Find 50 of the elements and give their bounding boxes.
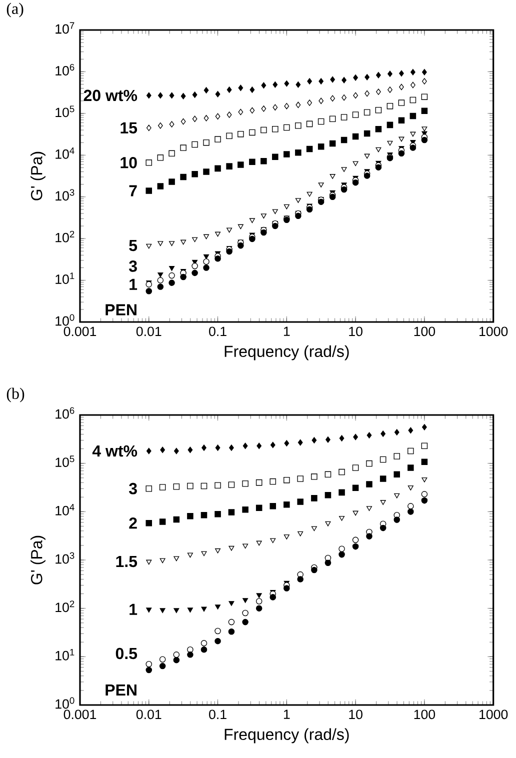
- x-tick-label: 0.1: [209, 710, 226, 720]
- x-tick-label: 100: [414, 710, 436, 720]
- y-tick-label: 10$^{6}$: [56, 407, 74, 419]
- series-label: 2: [129, 518, 137, 529]
- x-axis-title: Frequency (rad/s): [224, 345, 349, 360]
- series-label: 7: [129, 185, 137, 196]
- y-tick-label: 10$^{7}$: [56, 22, 74, 34]
- x-tick-label: 10: [349, 710, 362, 720]
- legend-label: PEN: [106, 304, 136, 316]
- x-tick-label: 0.1: [209, 326, 226, 336]
- y-axis-title: G' (Pa): [30, 536, 46, 584]
- y-tick-label: 10$^{3}$: [56, 552, 74, 564]
- y-tick-label: 10$^{6}$: [56, 64, 74, 76]
- y-tick-label: 10$^{2}$: [56, 230, 74, 242]
- y-tick-label: 10$^{1}$: [56, 272, 74, 284]
- legend-label: 1.5: [116, 556, 138, 568]
- y-tick-label: 10$^{5}$: [56, 456, 74, 468]
- x-axis-title: Frequency (rad/s): [224, 728, 349, 744]
- legend-label: 0.5: [116, 648, 138, 660]
- y-tick-label: 10$^{0}$: [56, 314, 74, 326]
- x-tick-label: 1: [284, 326, 290, 336]
- legend-label: 4 wt%: [92, 445, 138, 457]
- x-tick-label: 100: [414, 326, 436, 336]
- series-label: 5: [129, 240, 138, 252]
- x-tick-label: 1: [284, 710, 290, 719]
- series-label: 3: [128, 482, 137, 494]
- legend-label: 20 wt%: [84, 90, 138, 102]
- y-tick-label: 10$^{1}$: [56, 648, 74, 660]
- x-tick-label: 10: [349, 326, 362, 336]
- chart-title: (a): [6, 2, 24, 18]
- x-tick-label: 1000: [480, 710, 508, 720]
- series-label: 1: [130, 278, 138, 290]
- y-tick-label: 10$^{0}$: [56, 697, 74, 709]
- x-tick-label: 0.001: [64, 326, 96, 336]
- series-label: 3: [128, 260, 137, 272]
- legend-label: PEN: [106, 684, 136, 696]
- x-tick-label: 1000: [480, 326, 508, 336]
- x-tick-label: 0.01: [136, 710, 162, 720]
- y-tick-label: 10$^{4}$: [56, 504, 74, 516]
- legend-label: 15: [120, 122, 138, 134]
- chart-title: (b): [6, 388, 24, 402]
- y-tick-label: 10$^{5}$: [56, 106, 74, 118]
- y-tick-label: 10$^{2}$: [56, 600, 74, 612]
- y-tick-label: 10$^{4}$: [56, 147, 74, 159]
- y-axis-title: G' (Pa): [30, 152, 46, 200]
- x-tick-label: 0.001: [64, 710, 96, 720]
- series-label: 1: [130, 604, 138, 615]
- y-tick-label: 10$^{3}$: [56, 189, 74, 201]
- legend-label: 10: [120, 157, 137, 168]
- x-tick-label: 0.01: [136, 326, 162, 336]
